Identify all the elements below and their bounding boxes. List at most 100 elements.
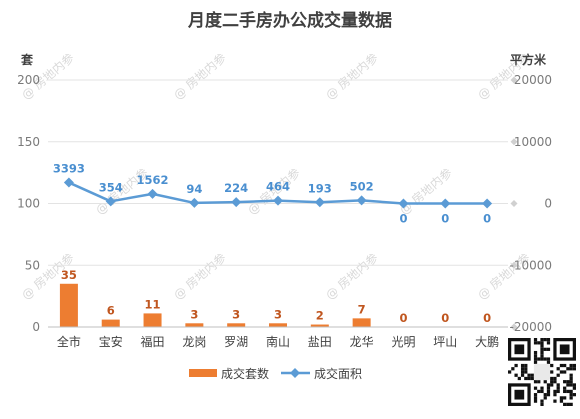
qr-module [546, 360, 551, 364]
watermark-layer: @ 房地内参 @ 房地内参 @ 房地内参 @ 房地内参@ 房地内参 @ 房地内参 @ 房地… [18, 50, 533, 303]
qr-module [569, 396, 573, 400]
qr-module [569, 393, 573, 397]
qr-module [520, 363, 525, 368]
qr-module [566, 402, 570, 406]
qr-module [533, 386, 538, 390]
y-right-tick-marker [510, 138, 518, 146]
qr-module [559, 363, 564, 368]
qr-module [546, 383, 551, 387]
qr-module [530, 373, 534, 377]
line-data-label: 502 [350, 179, 374, 193]
qr-module [553, 399, 557, 403]
line-point [189, 197, 200, 208]
qr-module [550, 376, 554, 381]
watermark-text: @ 房地内参 [396, 165, 455, 218]
qr-module [566, 380, 570, 384]
line-data-label: 193 [308, 181, 332, 195]
bar [101, 319, 120, 327]
qr-module [569, 402, 573, 406]
qr-module [540, 354, 544, 358]
qr-module [569, 363, 573, 368]
x-tick-label: 光明 [391, 335, 415, 349]
qr-module [540, 386, 544, 390]
bar-data-label: 2 [316, 309, 324, 323]
qr-module [550, 370, 554, 374]
qr-module [520, 370, 525, 374]
bar-data-label: 35 [61, 268, 77, 282]
line-data-label: 354 [99, 180, 123, 194]
bar [310, 324, 329, 327]
qr-module [546, 347, 551, 351]
bar-data-label: 0 [399, 311, 407, 325]
qr-module [543, 393, 547, 397]
x-tick-label: 全市 [57, 334, 81, 349]
qr-module [546, 389, 551, 394]
qr-module [543, 380, 547, 384]
qr-module [550, 383, 554, 387]
qr-module [563, 396, 567, 400]
qr-finder [514, 344, 525, 355]
bar-data-label: 0 [441, 311, 449, 325]
line-data-label: 94 [186, 182, 202, 196]
y-left-tick-label: 100 [17, 197, 40, 211]
qr-module [543, 357, 547, 361]
qr-module [563, 386, 567, 390]
qr-module [546, 338, 551, 342]
bar-data-label: 11 [145, 297, 161, 311]
qr-module [550, 380, 554, 384]
qr-module [569, 376, 573, 381]
y-right-tick-label: 0 [544, 197, 552, 211]
qr-module [533, 396, 538, 400]
qr-module [540, 357, 544, 361]
qr-module [556, 389, 560, 394]
line-point [231, 197, 242, 208]
qr-module [563, 402, 567, 406]
qr-module [553, 380, 557, 384]
qr-module [572, 386, 576, 390]
qr-module [569, 389, 573, 394]
legend-line-marker [290, 368, 300, 378]
qr-module [566, 367, 570, 371]
line-data-label: 1562 [137, 173, 169, 187]
qr-module [540, 347, 544, 351]
x-tick-label: 罗湖 [224, 334, 248, 349]
qr-module [533, 357, 538, 361]
line-data-label: 3393 [53, 162, 85, 176]
left-axis-unit: 套 [20, 52, 34, 67]
line-data-label: 0 [483, 212, 491, 226]
line-data-label: 0 [441, 212, 449, 226]
line-data-label: 0 [399, 212, 407, 226]
qr-module [553, 393, 557, 397]
qr-module [553, 389, 557, 394]
qr-module [514, 373, 518, 377]
bar-series [59, 283, 371, 327]
qr-module [563, 363, 567, 368]
bar [59, 283, 78, 327]
qr-module [563, 370, 567, 374]
qr-module [556, 373, 560, 377]
watermark-text: @ 房地内参 [322, 50, 381, 103]
line-point [63, 177, 74, 188]
qr-module [537, 380, 541, 384]
right-axis-unit: 平方米 [510, 52, 547, 67]
bar-data-label: 3 [232, 307, 240, 321]
bar-data-label: 3 [274, 307, 282, 321]
qr-module [533, 354, 538, 358]
y-right-tick-label: -10000 [509, 258, 552, 272]
qr-module [524, 370, 528, 374]
qr-module [569, 367, 573, 371]
data-labels: 35 6 11 3 3 3 2 7 0 0 0 3393 354 1562 94 224 464 193 502 0 0… [53, 162, 491, 325]
qr-module [520, 367, 525, 371]
qr-module [533, 399, 538, 403]
x-tick-label: 宝安 [99, 334, 123, 349]
qr-module [530, 376, 534, 381]
qr-module [572, 383, 576, 387]
bar [269, 323, 287, 327]
bar-data-label: 0 [483, 311, 491, 325]
bar [185, 323, 204, 327]
qr-module [508, 370, 512, 374]
x-tick-label: 南山 [266, 334, 290, 349]
watermark-text: @ 房地内参 [322, 250, 381, 303]
qr-module [540, 350, 544, 355]
